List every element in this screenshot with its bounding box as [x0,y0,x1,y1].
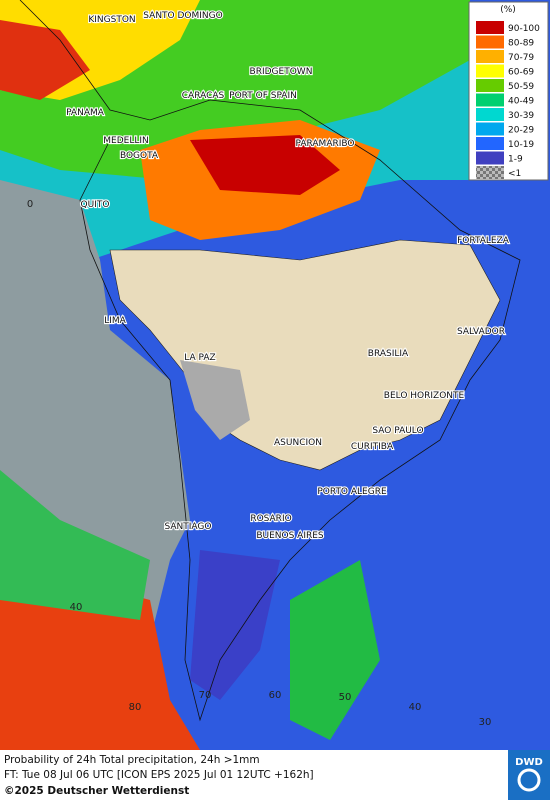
footer-copyright: ©2025 Deutscher Wetterdienst [4,785,189,797]
field-red [0,20,90,100]
legend-label: 40-49 [508,97,534,107]
city-label: PORT OF SPAIN [229,91,297,101]
legend-label: 90-100 [508,24,540,34]
city-label: ROSARIO [250,514,291,524]
field-south-red [0,560,200,750]
city-label: CURITIBA [351,442,394,452]
grid-label: 60 [269,690,282,701]
city-label: BUENOS AIRES [256,531,324,541]
city-label: QUITO [81,200,110,210]
city-label: BOGOTA [120,151,159,161]
city-label: SANTO DOMINGO [143,11,222,21]
legend-swatch [476,21,504,34]
legend-swatch [476,137,504,150]
grid-label: 0 [27,199,33,210]
grid-label: 30 [479,717,492,728]
city-label: LA PAZ [184,353,215,363]
grid-label: 80 [129,702,142,713]
field-south-green [0,470,150,620]
city-label: KINGSTON [88,15,135,25]
footer-box [0,750,550,800]
legend-label: 10-19 [508,140,534,150]
grid-label: 50 [339,692,352,703]
legend-unit: (%) [500,5,516,15]
legend-label: 50-59 [508,82,534,92]
city-label: BRASILIA [368,349,409,359]
legend-swatch [476,79,504,92]
city-label: SAO PAULO [372,426,423,436]
field-atlantic-green [290,560,380,740]
city-label: PORTO ALEGRE [317,487,387,497]
city-label: ASUNCION [274,438,322,448]
legend-label: 30-39 [508,111,534,121]
city-label: PARAMARIBO [296,139,355,149]
footer-forecast: FT: Tue 08 Jul 06 UTC [ICON EPS 2025 Jul… [4,769,314,781]
city-label: BRIDGETOWN [250,67,313,77]
coastline [19,0,521,722]
city-label: SANTIAGO [165,522,212,532]
legend-swatch [476,50,504,63]
city-label: LIMA [104,316,126,326]
legend-swatch [476,108,504,121]
legend-label: <1 [508,169,521,179]
legend-swatch [476,93,504,107]
grid-label: 40 [70,602,83,613]
legend-label: 1-9 [508,155,523,165]
logo-text: DWD [515,757,543,768]
footer-title: Probability of 24h Total precipitation, … [4,754,260,766]
field-dark-red [190,135,340,195]
legend-label: 60-69 [508,68,534,78]
city-label: FORTALEZA [457,236,510,246]
logo-swirl [517,768,541,792]
legend-swatch [476,64,504,78]
legend-swatch [476,166,504,179]
grid-label: 40 [409,702,422,713]
logo-box [508,750,550,800]
city-label: CARACAS [182,91,225,101]
field-patagonia [190,550,280,700]
legend-swatch [476,35,504,49]
city-label: BELO HORIZONTE [384,391,465,401]
legend-label: 20-29 [508,126,534,136]
legend-label: 80-89 [508,39,534,49]
legend-label: 70-79 [508,53,534,63]
legend-swatch [476,122,504,136]
land-altiplano [180,360,250,440]
legend-swatch [476,151,504,165]
city-label: SALVADOR [457,327,505,337]
city-label: PANAMA [66,108,105,118]
grid-label: 70 [199,690,212,701]
city-label: MEDELLIN [103,136,148,146]
